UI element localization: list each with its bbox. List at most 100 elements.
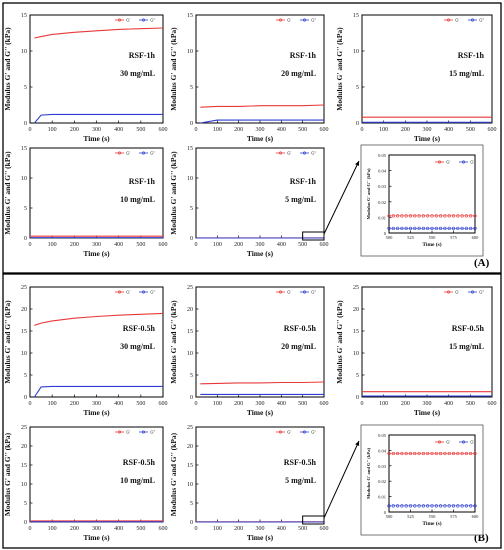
plot-area <box>195 147 325 239</box>
x-tick-label: 100 <box>213 526 222 532</box>
x-tick-label: 400 <box>277 526 286 532</box>
y-tick-label: 5 <box>190 206 193 212</box>
legend-marker <box>118 151 122 155</box>
y-tick-label: 5 <box>24 501 27 507</box>
y-axis-label: Modulus G' and G'' (kPa) <box>169 432 178 516</box>
y-tick-label: 0.05 <box>378 433 387 438</box>
x-tick-label: 0 <box>29 526 32 532</box>
sample-label: RSF-0.5h <box>284 324 317 333</box>
y-axis-label: Modulus G' and G'' (kPa) <box>366 448 371 500</box>
legend-label: G'' <box>470 160 475 165</box>
x-tick-label: 525 <box>407 514 415 519</box>
x-tick-label: 200 <box>70 127 79 133</box>
chart-9: 0 100 200 300 400 500 600 0 5 10 15 20 25 Time (s) Mod… <box>335 285 497 417</box>
y-tick-label: 0 <box>356 395 359 401</box>
y-tick-label: 5 <box>190 85 193 91</box>
x-tick-label: 500 <box>466 127 475 133</box>
sample-label: RSF-0.5h <box>284 458 317 467</box>
legend-marker <box>302 18 306 22</box>
plot-area <box>29 426 164 523</box>
y-tick-label: 5 <box>190 373 193 379</box>
y-tick-label: 15 <box>21 146 27 152</box>
y-tick-label: 5 <box>356 85 359 91</box>
legend-marker <box>278 290 282 294</box>
x-tick-label: 0 <box>195 242 198 248</box>
legend-label: G'' <box>150 18 155 23</box>
x-tick-label: 600 <box>159 242 168 248</box>
legend-marker <box>461 440 465 444</box>
x-tick-label: 500 <box>136 401 145 407</box>
chart-1: 0 100 200 300 400 500 600 0 5 10 15 Time (s) Modulus… <box>3 13 168 143</box>
y-tick-label: 20 <box>187 444 193 450</box>
x-tick-label: 500 <box>136 526 145 532</box>
x-axis-label: Time (s) <box>422 241 441 248</box>
concentration-label: 5 mg/mL <box>285 195 316 204</box>
concentration-label: 15 mg/mL <box>449 69 484 78</box>
legend-label: G' <box>446 160 451 165</box>
x-tick-label: 500 <box>386 514 394 519</box>
x-tick-label: 500 <box>136 242 145 248</box>
x-tick-label: 600 <box>488 401 497 407</box>
y-tick-label: 0.02 <box>378 200 386 205</box>
x-tick-label: 100 <box>379 127 388 133</box>
concentration-label: 10 mg/mL <box>120 476 155 485</box>
y-axis-label: Modulus G' and G'' (kPa) <box>3 151 12 235</box>
concentration-label: 5 mg/mL <box>285 476 316 485</box>
y-tick-label: 10 <box>187 482 193 488</box>
x-tick-label: 0 <box>195 127 198 133</box>
y-tick-label: 15 <box>187 463 193 469</box>
x-axis-label: Time (s) <box>414 134 441 143</box>
x-tick-label: 200 <box>70 401 79 407</box>
x-tick-label: 400 <box>114 526 123 532</box>
x-axis-label: Time (s) <box>422 520 441 527</box>
y-tick-label: 10 <box>21 49 27 55</box>
x-tick-label: 500 <box>298 401 307 407</box>
y-tick-label: 0 <box>24 395 27 401</box>
x-tick-label: 200 <box>234 401 243 407</box>
x-tick-label: 200 <box>401 127 410 133</box>
y-tick-label: 15 <box>353 13 359 19</box>
y-axis-label: Modulus G' and G'' (kPa) <box>169 27 178 111</box>
x-tick-label: 100 <box>379 401 388 407</box>
chart-4: 0 100 200 300 400 500 600 0 5 10 15 Time (s) Modulus… <box>3 146 168 258</box>
legend-label: G' <box>287 290 292 295</box>
legend-label: G'' <box>150 290 155 295</box>
x-tick-label: 600 <box>159 526 168 532</box>
y-tick-label: 15 <box>187 146 193 152</box>
panel-a-frame <box>2 2 502 274</box>
zoom-arrow-head <box>355 161 360 166</box>
x-tick-label: 400 <box>277 401 286 407</box>
sample-label: RSF-1h <box>129 51 156 60</box>
y-tick-label: 0.01 <box>378 495 386 500</box>
y-tick-label: 0.04 <box>378 448 387 453</box>
x-tick-label: 500 <box>466 401 475 407</box>
legend-marker <box>142 290 146 294</box>
legend-label: G' <box>126 18 131 23</box>
y-tick-label: 5 <box>24 206 27 212</box>
legend-marker <box>118 18 122 22</box>
x-tick-label: 300 <box>92 526 101 532</box>
series-line <box>33 113 163 124</box>
zoom-arrow-head <box>355 441 360 446</box>
x-tick-label: 100 <box>48 526 57 532</box>
y-tick-label: 0 <box>24 236 27 242</box>
legend-marker <box>302 430 306 434</box>
sample-label: RSF-1h <box>290 51 317 60</box>
y-tick-label: 10 <box>353 49 359 55</box>
legend-label: G'' <box>311 18 316 23</box>
zoom-arrow <box>323 160 360 235</box>
legend-marker <box>142 151 146 155</box>
legend-marker <box>446 290 450 294</box>
x-tick-label: 600 <box>320 401 329 407</box>
y-axis-label: Modulus G' and G'' (kPa) <box>3 300 12 384</box>
chart-8: 0 100 200 300 400 500 600 0 5 10 15 20 25 Time (s) Mod… <box>169 285 329 417</box>
x-tick-label: 100 <box>48 127 57 133</box>
y-axis-label: Modulus G' and G'' (kPa) <box>3 27 12 111</box>
x-tick-label: 100 <box>48 242 57 248</box>
y-tick-label: 25 <box>187 285 193 291</box>
legend-label: G'' <box>150 151 155 156</box>
x-tick-label: 200 <box>234 242 243 248</box>
y-tick-label: 0 <box>190 520 193 526</box>
y-tick-label: 0 <box>190 236 193 242</box>
chart-12: 500 525 550 575 600 0 0.01 0.02 0.03 0.04 0.05 Time… <box>360 424 484 536</box>
